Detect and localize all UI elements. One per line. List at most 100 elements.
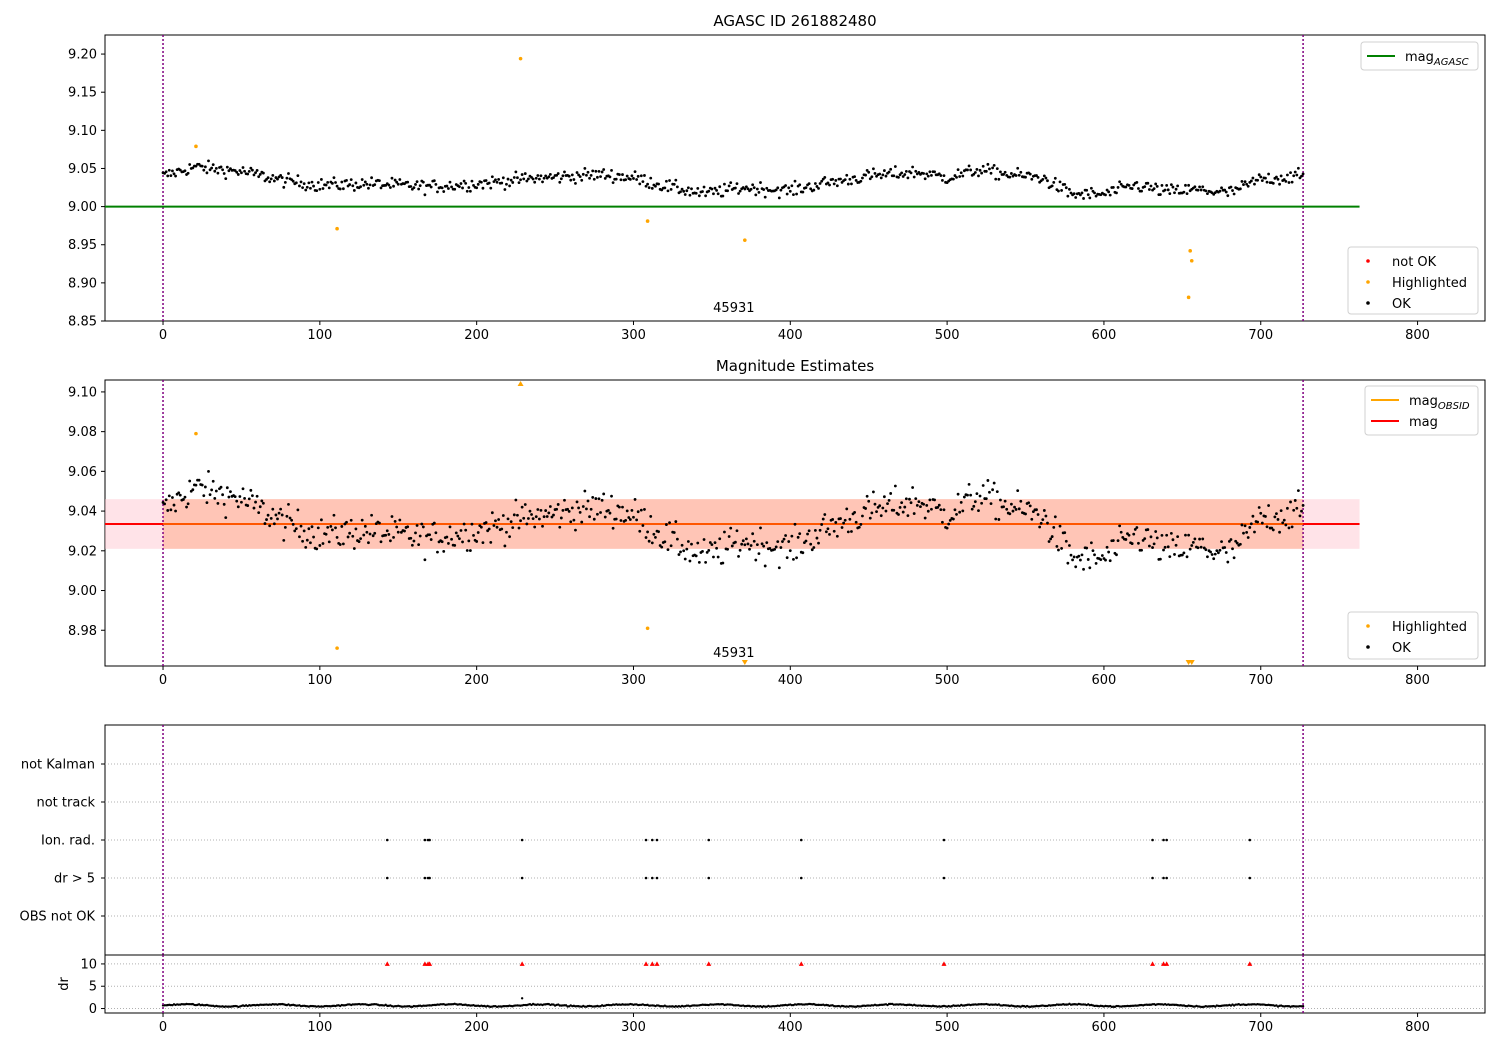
panel1-ok-point	[694, 191, 698, 195]
panel2-ok-point	[882, 495, 886, 499]
panel2-ok-point	[1019, 499, 1023, 503]
panel2-ok-point	[980, 501, 984, 505]
panel1-ok-point	[1063, 182, 1067, 186]
panel3-flag-point	[942, 838, 946, 842]
panel1-ok-point	[942, 174, 946, 177]
panel2-ok-point	[694, 554, 698, 558]
panel2-ok-point	[644, 536, 648, 539]
panel2-ok-point	[854, 520, 858, 524]
panel1-ok-point	[961, 174, 965, 178]
panel2-ok-point	[1182, 551, 1186, 555]
panel3-flag-point	[1162, 838, 1165, 842]
panel1-ok-point	[807, 182, 811, 186]
panel2-ok-point	[864, 507, 867, 510]
panel2-ok-point	[531, 517, 535, 521]
panel2-ok-point	[298, 535, 301, 539]
panel1-ok-point	[795, 192, 798, 196]
panel2-ok-point	[861, 514, 864, 518]
panel2-ok-point	[1148, 544, 1151, 548]
panel2-ok-point	[1058, 524, 1062, 528]
panel1-ok-point	[977, 174, 980, 178]
panel2-ok-point	[1273, 515, 1277, 519]
panel1-ok-point	[512, 176, 516, 179]
panel2-ok-point	[1005, 507, 1009, 511]
panel3-flag-point	[650, 838, 654, 842]
panel1-ok-point	[826, 181, 830, 185]
panel1-ok-point	[1196, 188, 1200, 192]
panel1-ok-point	[666, 189, 670, 193]
panel1-ok-point	[707, 189, 711, 193]
panel2-ok-point	[490, 511, 494, 515]
panel2-ok-point	[1035, 508, 1038, 512]
panel1-ok-point	[790, 184, 794, 188]
panel1-ok-point	[373, 183, 377, 187]
panel2-ok-point	[1044, 514, 1048, 518]
panel2-ok-point	[1264, 515, 1267, 518]
panel1-ok-point	[721, 194, 725, 198]
panel2-ok-point	[627, 516, 631, 519]
panel1-ok-point	[1158, 193, 1162, 196]
panel2-ok-point	[737, 554, 740, 558]
panel1-ok-point	[592, 177, 596, 181]
panel2-ok-point	[1215, 549, 1219, 553]
panel2-ok-point	[266, 513, 270, 517]
panel1-ok-point	[1201, 185, 1205, 189]
panel1-ok-point	[299, 180, 303, 184]
panel4-clipped-marker	[643, 961, 649, 966]
panel2-ok-point	[820, 523, 824, 526]
panel3-flag-point	[799, 838, 803, 842]
panel3-flag-point	[520, 876, 524, 880]
panel1-ok-point	[978, 168, 982, 172]
panel1-ok-point	[639, 174, 643, 178]
panel1-ok-point	[1163, 188, 1167, 192]
panel1-legend-top-label: magAGASC	[1405, 50, 1469, 68]
panel1-ok-point	[621, 173, 624, 176]
panel1-ok-point	[1265, 180, 1269, 184]
panel1-ok-point	[967, 164, 971, 168]
panel1-ok-point	[846, 182, 850, 186]
panel1-ok-point	[537, 177, 541, 181]
panel1-ok-point	[1137, 187, 1140, 190]
panel2-ok-point	[211, 479, 215, 483]
panel2-ok-point	[589, 507, 593, 511]
panel4-xaxis-tick-label: 300	[621, 1020, 646, 1035]
panel1-ok-point	[318, 187, 322, 191]
panel2-ok-point	[396, 530, 400, 534]
panel1-ok-point	[252, 173, 256, 177]
panel1-ok-point	[517, 181, 521, 184]
panel3-flag-point	[1248, 838, 1252, 842]
panel2-ok-point	[765, 541, 769, 545]
panel3-flag-point	[650, 876, 654, 880]
panel1-ok-point	[544, 174, 548, 178]
panel2-ok-point	[1180, 553, 1184, 557]
panel1-ok-point	[1149, 184, 1153, 188]
panel2-ok-point	[962, 495, 966, 499]
panel1-ok-point	[1229, 185, 1233, 189]
panel2-ok-point	[1201, 537, 1205, 541]
panel1-ok-point	[625, 174, 629, 178]
panel2-ok-point	[1243, 524, 1247, 528]
panel2-ok-point	[1011, 509, 1015, 513]
panel2-ok-point	[1160, 533, 1164, 537]
panel2-ok-point	[730, 544, 734, 548]
panel2-ok-point	[889, 492, 893, 495]
panel1-ok-point	[966, 168, 969, 172]
panel2-ok-point	[338, 543, 342, 546]
panel2-ok-point	[1174, 543, 1178, 547]
panel1-ok-point	[680, 187, 684, 191]
panel2-ok-point	[867, 499, 871, 503]
panel1-ok-point	[901, 175, 905, 178]
panel2-ok-point	[172, 503, 176, 507]
panel1-ok-point	[923, 177, 927, 181]
panel2-ok-point	[225, 486, 229, 490]
panel1-ok-point	[1278, 182, 1281, 186]
panel1-ok-point	[1165, 183, 1169, 187]
panel2-ok-point	[878, 504, 882, 508]
panel2-ok-point	[324, 532, 328, 536]
panel2-ok-point	[412, 539, 416, 543]
panel2-ok-point	[363, 524, 367, 528]
panel4-clipped-marker	[384, 961, 390, 966]
panel1-ok-point	[1245, 182, 1249, 186]
panel1-ok-point	[511, 181, 515, 184]
panel4-clipped-marker	[1247, 961, 1253, 966]
